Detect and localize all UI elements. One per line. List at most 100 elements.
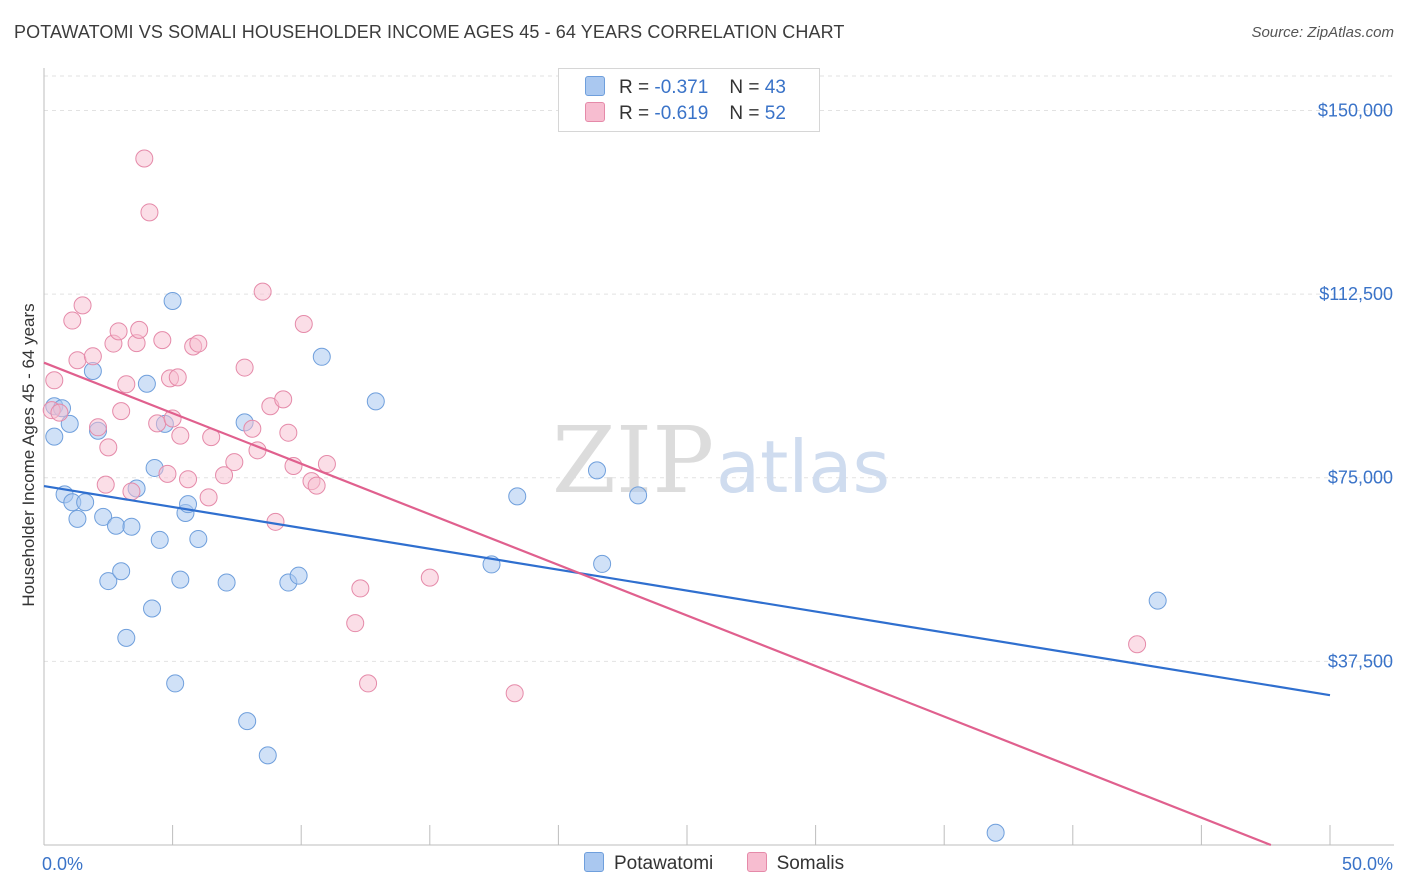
somalis-point	[317, 455, 336, 474]
somalis-point	[225, 453, 244, 472]
potawatomi-point	[587, 461, 606, 480]
somalis-point	[189, 334, 208, 353]
potawatomi-point	[150, 530, 169, 549]
trend-lines	[43, 361, 1331, 847]
potawatomi-point	[629, 486, 648, 505]
somalis-point	[158, 464, 177, 483]
potawatomi-point	[122, 517, 141, 536]
legend-row-somalis: R = -0.619 N = 52	[585, 102, 786, 126]
somalis-point	[168, 368, 187, 387]
x-tick-label-start: 0.0%	[42, 854, 83, 874]
somalis-point	[346, 614, 365, 633]
legend-swatch-potawatomi	[585, 76, 605, 96]
somalis-point	[117, 375, 136, 394]
axes	[43, 68, 1394, 846]
legend-n-value: 52	[764, 103, 786, 124]
legend-n-value: 43	[764, 77, 786, 98]
potawatomi-point	[163, 291, 182, 310]
legend-label-somalis: Somalis	[776, 853, 845, 874]
watermark-atlas: atlas	[716, 425, 890, 509]
trend-line-somalis	[43, 361, 1272, 847]
x-tick-label-end: 50.0%	[1342, 854, 1393, 874]
somalis-point	[135, 149, 154, 168]
somalis-point	[294, 314, 313, 333]
somalis-point	[279, 423, 298, 442]
y-tick-label-0: $37,500	[1328, 651, 1393, 671]
legend-r-value: -0.619	[654, 103, 709, 124]
potawatomi-point	[166, 674, 185, 693]
watermark: ZIP atlas	[552, 407, 890, 514]
potawatomi-point	[593, 554, 612, 573]
y-tick-label-3: $150,000	[1318, 100, 1393, 120]
somalis-point	[171, 426, 190, 445]
legend-row-potawatomi: R = -0.371 N = 43	[585, 76, 786, 100]
somalis-point	[83, 347, 102, 366]
potawatomi-point	[99, 572, 118, 591]
somalis-point	[505, 684, 524, 703]
potawatomi-point	[117, 628, 136, 647]
somalis-point	[179, 470, 198, 489]
potawatomi-point	[508, 487, 527, 506]
potawatomi-point	[112, 562, 131, 581]
potawatomi-point	[238, 712, 257, 731]
potawatomi-point	[189, 529, 208, 548]
chart-title: POTAWATOMI VS SOMALI HOUSEHOLDER INCOME …	[14, 22, 845, 42]
potawatomi-point	[366, 392, 385, 411]
somalis-point	[235, 358, 254, 377]
potawatomi-point	[289, 566, 308, 585]
legend-swatch-potawatomi	[584, 852, 604, 872]
somalis-point	[63, 311, 82, 330]
somalis-point	[99, 438, 118, 457]
chart-source: Source: ZipAtlas.com	[1251, 24, 1394, 41]
somalis-point	[243, 419, 262, 438]
somalis-point	[153, 331, 172, 350]
somalis-point	[130, 320, 149, 339]
somalis-point	[1128, 635, 1147, 654]
legend-item-potawatomi: Potawatomi	[584, 852, 713, 875]
legend-label-potawatomi: Potawatomi	[614, 853, 714, 874]
potawatomi-point	[76, 493, 95, 512]
somalis-point	[253, 282, 272, 301]
legend-n-label: N =	[729, 77, 760, 98]
potawatomi-point	[45, 427, 64, 446]
trend-line-potawatomi	[43, 484, 1331, 697]
somalis-point	[68, 351, 87, 370]
somalis-point	[89, 418, 108, 437]
potawatomi-point	[986, 823, 1005, 842]
somalis-point	[215, 466, 234, 485]
somalis-point	[112, 402, 131, 421]
legend-swatch-somalis	[585, 102, 605, 122]
y-axis-title: Householder Income Ages 45 - 64 years	[19, 303, 38, 606]
legend-item-somalis: Somalis	[746, 852, 845, 875]
potawatomi-point	[258, 746, 277, 765]
x-tick-labels: 0.0% 50.0%	[42, 854, 1393, 874]
somalis-point	[109, 322, 128, 341]
potawatomi-point	[107, 516, 126, 535]
potawatomi-point	[171, 570, 190, 589]
y-tick-label-1: $75,000	[1328, 468, 1393, 488]
legend-r-label: R =	[619, 103, 650, 124]
somalis-point	[307, 476, 326, 495]
potawatomi-point	[60, 414, 79, 433]
series-potawatomi-points	[45, 291, 1167, 842]
series-legend: Potawatomi Somalis	[584, 852, 872, 875]
somalis-point	[351, 579, 370, 598]
legend-n-label: N =	[729, 103, 760, 124]
potawatomi-point	[94, 507, 113, 526]
somalis-point	[96, 475, 115, 494]
legend-swatch-somalis	[746, 852, 767, 872]
somalis-point	[73, 296, 92, 315]
y-tick-label-2: $112,500	[1319, 284, 1393, 304]
potawatomi-point	[1148, 591, 1167, 610]
potawatomi-point	[312, 347, 331, 366]
somalis-point	[420, 568, 439, 587]
potawatomi-point	[68, 509, 87, 528]
stats-legend: R = -0.371 N = 43 R = -0.619 N = 52	[558, 68, 820, 132]
legend-r-value: -0.371	[654, 77, 709, 98]
y-tick-labels: $37,500 $75,000 $112,500 $150,000	[1318, 100, 1393, 671]
somalis-point	[274, 390, 293, 409]
legend-r-label: R =	[619, 77, 650, 98]
somalis-point	[359, 674, 378, 693]
somalis-point	[148, 414, 167, 433]
